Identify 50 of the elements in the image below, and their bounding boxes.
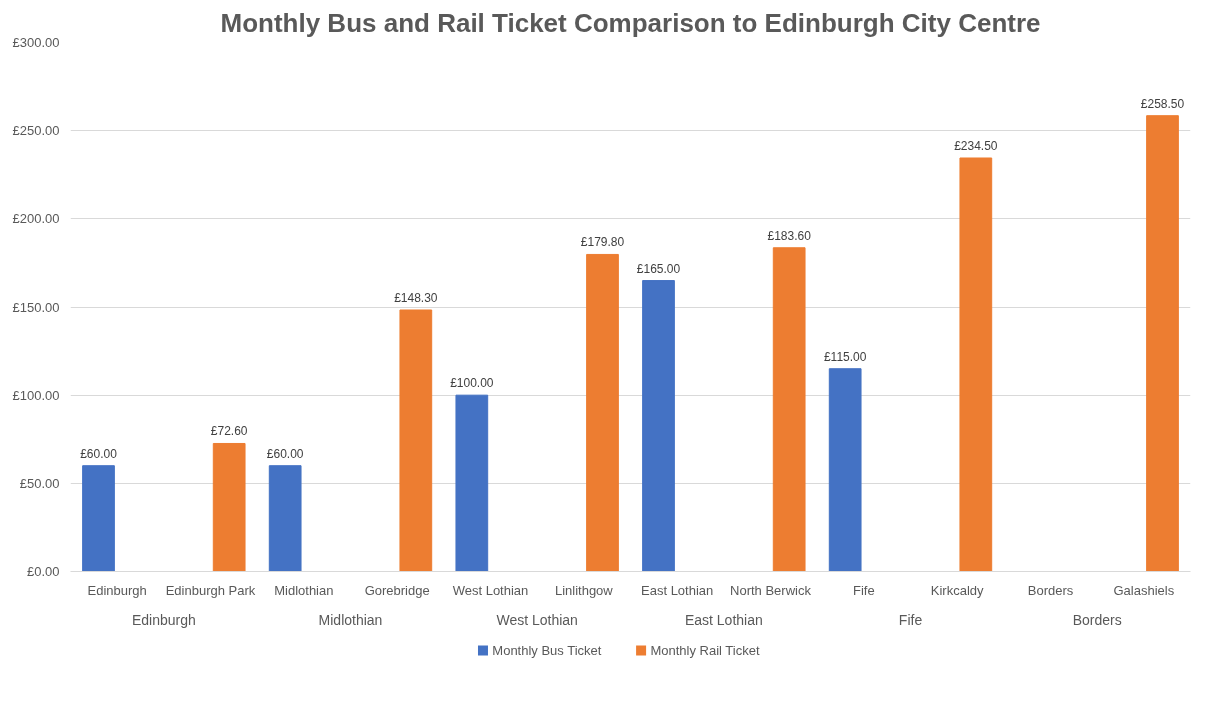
text: East Lothian [684,611,763,628]
data-label: £183.60 [767,228,812,243]
data-label: £72.60 [210,424,248,439]
legend-label: Monthly Bus Ticket [492,643,602,658]
y-tick-label: £200.00 [12,211,60,227]
bar [772,247,806,572]
bar [959,157,993,572]
data-label: £165.00 [636,261,681,276]
x-tick-label: West Lothian [452,582,529,598]
data-label: £234.50 [954,139,998,153]
data-label: £60.00 [266,446,304,461]
text: Borders [1072,611,1122,628]
bar [82,465,115,572]
x-tick-label: Galashiels [1113,582,1175,598]
y-tick-label: £0.00 [26,564,60,579]
x-tick-label: East Lothian [641,582,714,598]
data-label: £148.30 [394,291,438,305]
bar [1146,115,1179,572]
bar [268,465,302,572]
bar [828,368,862,572]
x-tick-label: Edinburgh Park [165,582,256,598]
data-label: £179.80 [580,235,625,250]
bar [642,280,675,572]
legend-label: Monthly Rail Ticket [650,643,760,658]
y-tick-label: £100.00 [12,387,60,403]
bar [586,253,619,572]
text: Edinburgh [131,611,196,628]
chart-title: Monthly Bus and Rail Ticket Comparison to Edinburgh City Centre [220,7,1041,38]
y-tick-label: £250.00 [12,123,60,139]
bar [455,394,489,572]
text: Midlothian [318,611,383,628]
data-label: £60.00 [80,446,118,461]
x-tick-label: Borders [1027,582,1074,598]
bar [212,442,246,572]
x-tick-label: Midlothian [274,582,334,598]
text: Fife [898,611,923,628]
x-tick-label: Linlithgow [554,582,614,598]
text: West Lothian [496,611,578,628]
data-label: £100.00 [450,376,494,391]
x-tick-label: North Berwick [730,582,812,598]
y-tick-label: £300.00 [12,35,60,50]
x-tick-label: Edinburgh [87,582,147,598]
x-tick-label: Kirkcaldy [930,582,985,598]
data-label: £258.50 [1140,96,1185,111]
data-label: £115.00 [823,349,867,364]
x-tick-label: Gorebridge [364,582,430,598]
x-tick-label: Fife [853,582,875,598]
y-tick-label: £50.00 [19,475,60,491]
bar [399,309,433,572]
y-tick-label: £150.00 [12,299,60,315]
